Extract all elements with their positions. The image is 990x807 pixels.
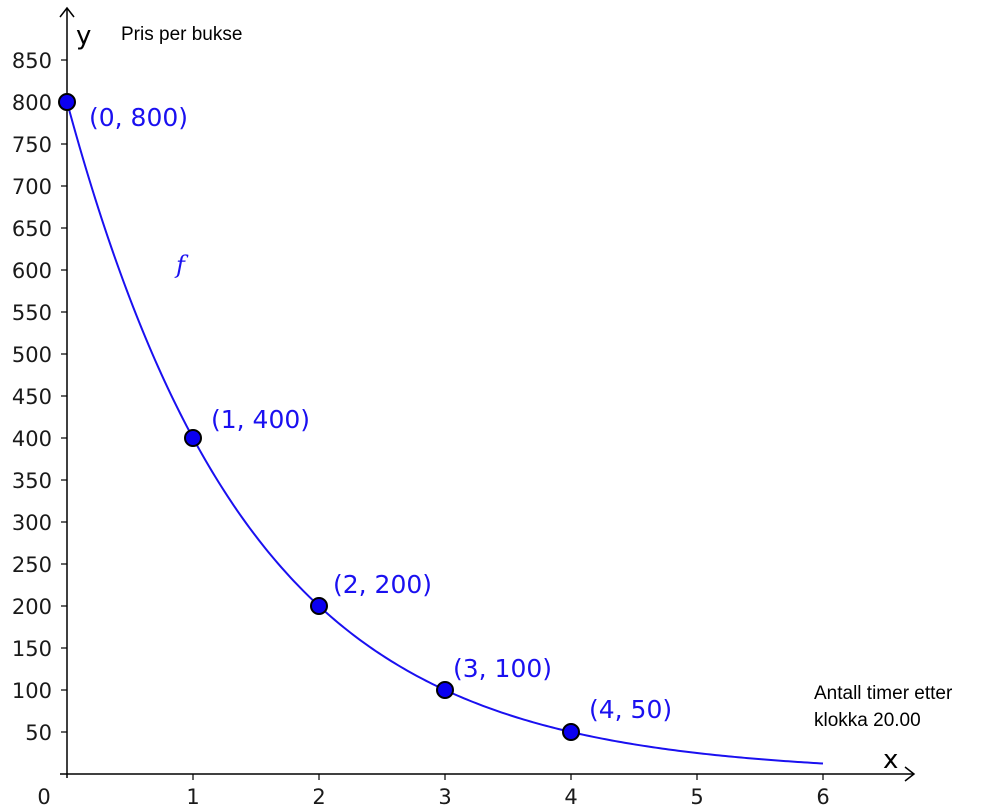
y-tick-label: 600 xyxy=(12,259,52,283)
x-axis-arrow xyxy=(904,766,916,782)
data-point xyxy=(184,429,202,447)
x-tick-label: 3 xyxy=(438,785,451,807)
data-point xyxy=(58,93,76,111)
ticks: 1 2 3 4 5 65010015020025030035040045050055060… xyxy=(12,49,830,807)
y-tick-label: 850 xyxy=(12,49,52,73)
y-tick-label: 450 xyxy=(12,385,52,409)
y-tick-label: 50 xyxy=(25,721,52,745)
x-axis-title-line-1: Antall timer etter xyxy=(814,683,953,704)
axes xyxy=(59,6,916,782)
y-axis-arrow xyxy=(59,6,75,18)
y-tick-label: 250 xyxy=(12,553,52,577)
y-tick-label: 500 xyxy=(12,343,52,367)
data-point xyxy=(436,681,454,699)
y-tick-label: 300 xyxy=(12,511,52,535)
y-tick-label: 800 xyxy=(12,91,52,115)
y-tick-label: 650 xyxy=(12,217,52,241)
y-tick-label: 400 xyxy=(12,427,52,451)
x-tick-label: 5 xyxy=(690,785,703,807)
function-label: f xyxy=(174,251,189,279)
data-point xyxy=(310,597,328,615)
data-point-label: (1, 400) xyxy=(211,405,310,434)
function-curve xyxy=(66,101,824,765)
x-axis-title-line-2: klokka 20.00 xyxy=(814,710,921,731)
y-tick-label: 750 xyxy=(12,133,52,157)
x-tick-label: 1 xyxy=(186,785,199,807)
x-tick-label: 6 xyxy=(816,785,829,807)
y-tick-label: 350 xyxy=(12,469,52,493)
data-point-label: (2, 200) xyxy=(333,570,432,599)
data-point xyxy=(562,723,580,741)
x-tick-label: 4 xyxy=(564,785,577,807)
y-tick-label: 100 xyxy=(12,679,52,703)
x-axis-letter: x xyxy=(883,745,898,775)
y-tick-label: 200 xyxy=(12,595,52,619)
y-tick-label: 700 xyxy=(12,175,52,199)
data-point-label: (4, 50) xyxy=(589,695,672,724)
x-tick-label: 2 xyxy=(312,785,325,807)
data-point-label: (0, 800) xyxy=(89,103,188,132)
y-axis-title: Pris per bukse xyxy=(121,24,242,45)
origin-label: 0 xyxy=(37,785,50,807)
y-axis-letter: y xyxy=(76,21,91,51)
y-tick-label: 150 xyxy=(12,637,52,661)
y-tick-label: 550 xyxy=(12,301,52,325)
data-point-label: (3, 100) xyxy=(453,654,552,683)
data-points: (0, 800) (1, 400) (2, 200) (3, 100) (4, 50) xyxy=(58,93,672,741)
